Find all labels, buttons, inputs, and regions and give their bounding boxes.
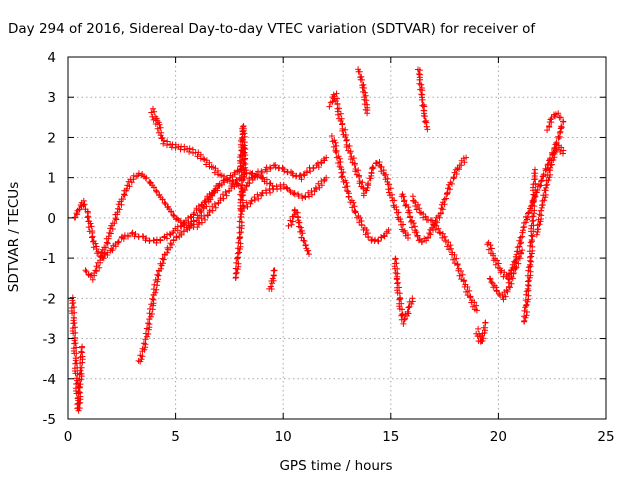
tick-labels: 0 5 10 15 20 25 -5 -4 -3 -2 -1 0 1 2 3 4 <box>43 50 615 445</box>
y-tick-label: -1 <box>43 251 56 267</box>
data-series-17 <box>415 66 431 133</box>
data-series-12 <box>328 133 392 245</box>
data-series-21 <box>521 166 539 325</box>
y-tick-label: -4 <box>43 372 56 388</box>
x-tick-label: 15 <box>382 429 399 445</box>
y-axis-label: SDTVAR / TECUs <box>6 182 22 292</box>
x-tick-label: 5 <box>171 429 180 445</box>
axis-ticks <box>67 56 607 420</box>
y-tick-label: 0 <box>47 211 56 227</box>
x-tick-label: 0 <box>64 429 73 445</box>
data-series-15 <box>409 193 480 314</box>
data-series-22 <box>533 142 567 238</box>
data-series-14 <box>391 255 416 327</box>
data-series-11 <box>326 90 411 241</box>
data-series-18 <box>473 319 489 345</box>
data-series-16 <box>398 154 470 246</box>
y-tick-label: 1 <box>47 171 56 187</box>
data-series-8 <box>236 123 249 181</box>
plot-frame <box>67 56 607 420</box>
data-series-19 <box>484 118 567 282</box>
data-series-9 <box>266 267 278 292</box>
data-series-13 <box>355 66 371 117</box>
data-series-10 <box>285 206 312 258</box>
x-tick-label: 10 <box>275 429 292 445</box>
y-tick-label: 3 <box>47 90 56 106</box>
data-points <box>68 66 567 414</box>
data-series-0 <box>68 294 86 414</box>
data-series-20 <box>486 247 526 303</box>
y-tick-label: -2 <box>43 291 56 307</box>
data-series-23 <box>544 110 564 134</box>
y-tick-label: 2 <box>47 130 56 146</box>
y-tick-label: -5 <box>43 412 56 428</box>
data-series-2 <box>82 170 244 283</box>
x-tick-label: 25 <box>597 429 614 445</box>
x-tick-label: 20 <box>490 429 507 445</box>
y-tick-label: -3 <box>43 332 56 348</box>
data-series-4 <box>148 105 244 189</box>
chart-title: Day 294 of 2016, Sidereal Day-to-day VTE… <box>8 21 536 37</box>
x-axis-label: GPS time / hours <box>279 458 392 474</box>
y-tick-label: 4 <box>47 50 56 66</box>
